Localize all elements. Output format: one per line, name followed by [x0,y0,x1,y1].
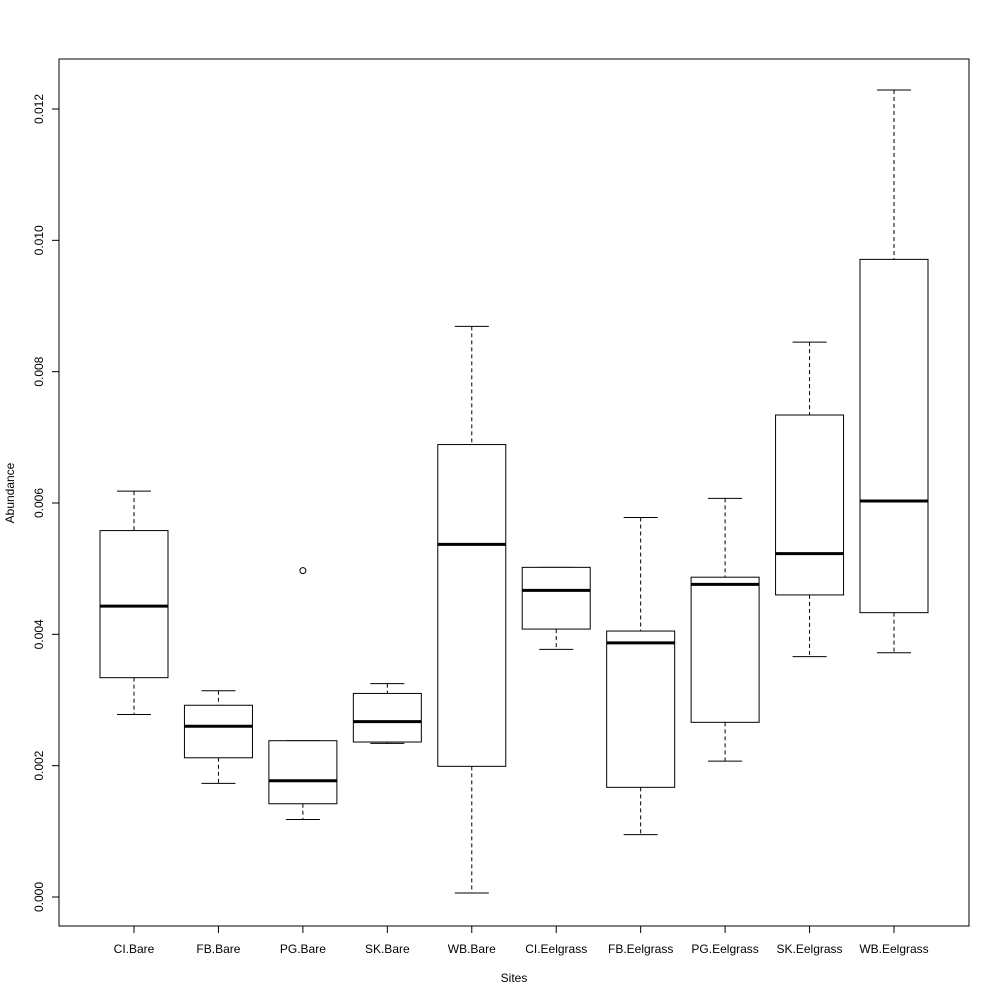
outlier-point [299,567,307,575]
box-SK.Bare [352,683,422,744]
box-CI.Bare [99,490,169,715]
x-axis-label: Sites [501,971,528,985]
y-axis: 0.000 0.002 0.004 0.006 0.008 0.010 0.012 [32,94,59,912]
box-PG.Eelgrass [690,497,760,762]
box-iqr [268,740,338,805]
y-tick-label: 0.006 [32,488,46,518]
box-FB.Bare [183,690,253,784]
box-CI.Eelgrass [521,566,591,650]
y-tick-label: 0.012 [32,94,46,124]
x-tick-label: CI.Bare [114,942,155,956]
box-iqr [521,566,591,630]
box-WB.Eelgrass [859,89,929,654]
x-tick-label: WB.Bare [448,942,496,956]
box-iqr [437,444,507,767]
x-tick-label: PG.Eelgrass [691,942,758,956]
y-tick-label: 0.004 [32,619,46,649]
x-tick-label: SK.Bare [365,942,410,956]
plot-frame [58,58,970,927]
box-iqr [775,414,845,596]
y-tick-label: 0.000 [32,882,46,912]
y-tick-label: 0.008 [32,356,46,386]
box-iqr [606,630,676,788]
x-tick-label: SK.Eelgrass [777,942,843,956]
y-axis-label: Abundance [3,462,17,523]
y-tick-label: 0.010 [32,225,46,255]
box-iqr [859,258,929,614]
box-PG.Bare [268,567,338,821]
x-tick-label: WB.Eelgrass [859,942,928,956]
x-tick-label: PG.Bare [280,942,326,956]
box-iqr [352,692,422,743]
box-WB.Bare [437,325,507,894]
box-FB.Eelgrass [606,516,676,836]
y-tick-label: 0.002 [32,750,46,780]
box-series [99,89,929,894]
x-tick-label: FB.Bare [196,942,240,956]
box-iqr [690,576,760,723]
box-SK.Eelgrass [775,341,845,658]
x-tick-label: CI.Eelgrass [525,942,587,956]
x-tick-label: FB.Eelgrass [608,942,673,956]
box-iqr [183,704,253,759]
x-axis: CI.Bare FB.Bare PG.Bare SK.Bare WB.Bare CI.Ee… [114,926,929,956]
box-iqr [99,530,169,679]
